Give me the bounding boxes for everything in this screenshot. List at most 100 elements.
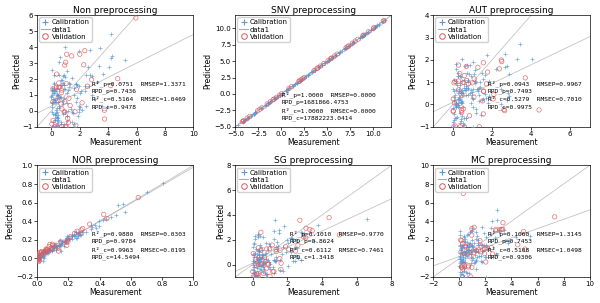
Point [47,94,56,99]
Point [273,94,283,99]
Point [248,267,258,272]
Point [308,69,318,74]
Point [479,96,488,101]
Point [464,249,474,254]
Point [467,238,477,242]
Point [457,242,467,247]
Point [238,119,247,124]
Point [328,55,338,59]
Point [257,262,266,267]
Point [262,275,272,279]
Point [451,88,461,92]
Point [477,248,487,253]
Point [449,124,458,129]
Point [250,251,260,255]
Point [347,41,357,46]
Point [511,235,520,239]
Point [268,265,277,269]
Point [260,103,270,108]
Point [319,61,329,66]
Point [71,230,80,235]
Point [32,253,42,258]
Point [262,240,271,245]
Point [454,89,464,94]
Point [120,209,130,214]
Point [270,258,280,263]
Point [492,207,502,212]
Point [448,120,458,125]
Point [481,255,491,260]
Point [458,267,468,271]
Point [467,255,476,260]
Point [458,121,468,126]
Point [372,24,382,28]
Point [461,251,470,256]
Point [56,102,66,106]
Point [465,113,475,118]
Point [74,48,84,53]
Point [466,254,475,259]
Point [463,254,472,259]
Point [464,243,474,248]
Point [239,118,248,123]
Point [475,86,484,91]
Point [452,105,461,109]
Point [453,91,463,96]
Point [469,225,479,230]
Point [462,78,472,83]
Point [450,79,460,84]
Point [520,75,530,80]
Point [74,110,84,115]
Point [37,251,46,256]
Point [265,99,275,104]
Point [461,244,470,249]
Point [69,234,79,238]
Point [293,243,302,248]
Point [281,244,290,249]
Point [284,86,294,91]
Point [460,245,469,250]
Point [249,252,259,257]
Point [480,251,490,256]
Point [271,255,280,259]
Point [458,105,467,110]
Point [50,87,59,92]
Point [451,115,461,120]
Point [71,124,80,129]
Point [86,222,96,227]
Point [358,33,368,38]
Point [454,97,463,102]
Point [463,87,472,92]
Point [515,41,525,46]
Point [476,254,485,259]
Point [81,229,91,234]
Point [467,233,476,238]
Point [334,50,344,55]
Point [472,255,482,260]
Point [49,245,59,250]
Point [257,255,267,260]
Point [455,243,465,248]
Point [49,90,59,95]
Point [299,231,309,236]
Point [452,101,462,106]
Point [263,101,272,106]
Point [253,275,263,279]
Point [259,258,269,263]
Point [34,258,44,263]
Point [48,243,58,248]
Point [450,92,460,97]
Point [460,237,470,241]
Point [260,271,269,276]
Point [53,124,62,129]
Point [51,243,61,248]
Point [467,96,476,101]
Point [457,100,466,105]
Text: R²_p=1.0000  RMSEP=0.0000
RPD_p=1681866.4753
R²_c=1.0000  RMSEC=0.0000
RPD_c=178: R²_p=1.0000 RMSEP=0.0000 RPD_p=1681866.4… [282,91,376,121]
Point [254,260,263,265]
Point [449,101,459,105]
Point [65,237,74,242]
Point [313,223,323,228]
Point [310,67,320,72]
Point [50,244,59,248]
